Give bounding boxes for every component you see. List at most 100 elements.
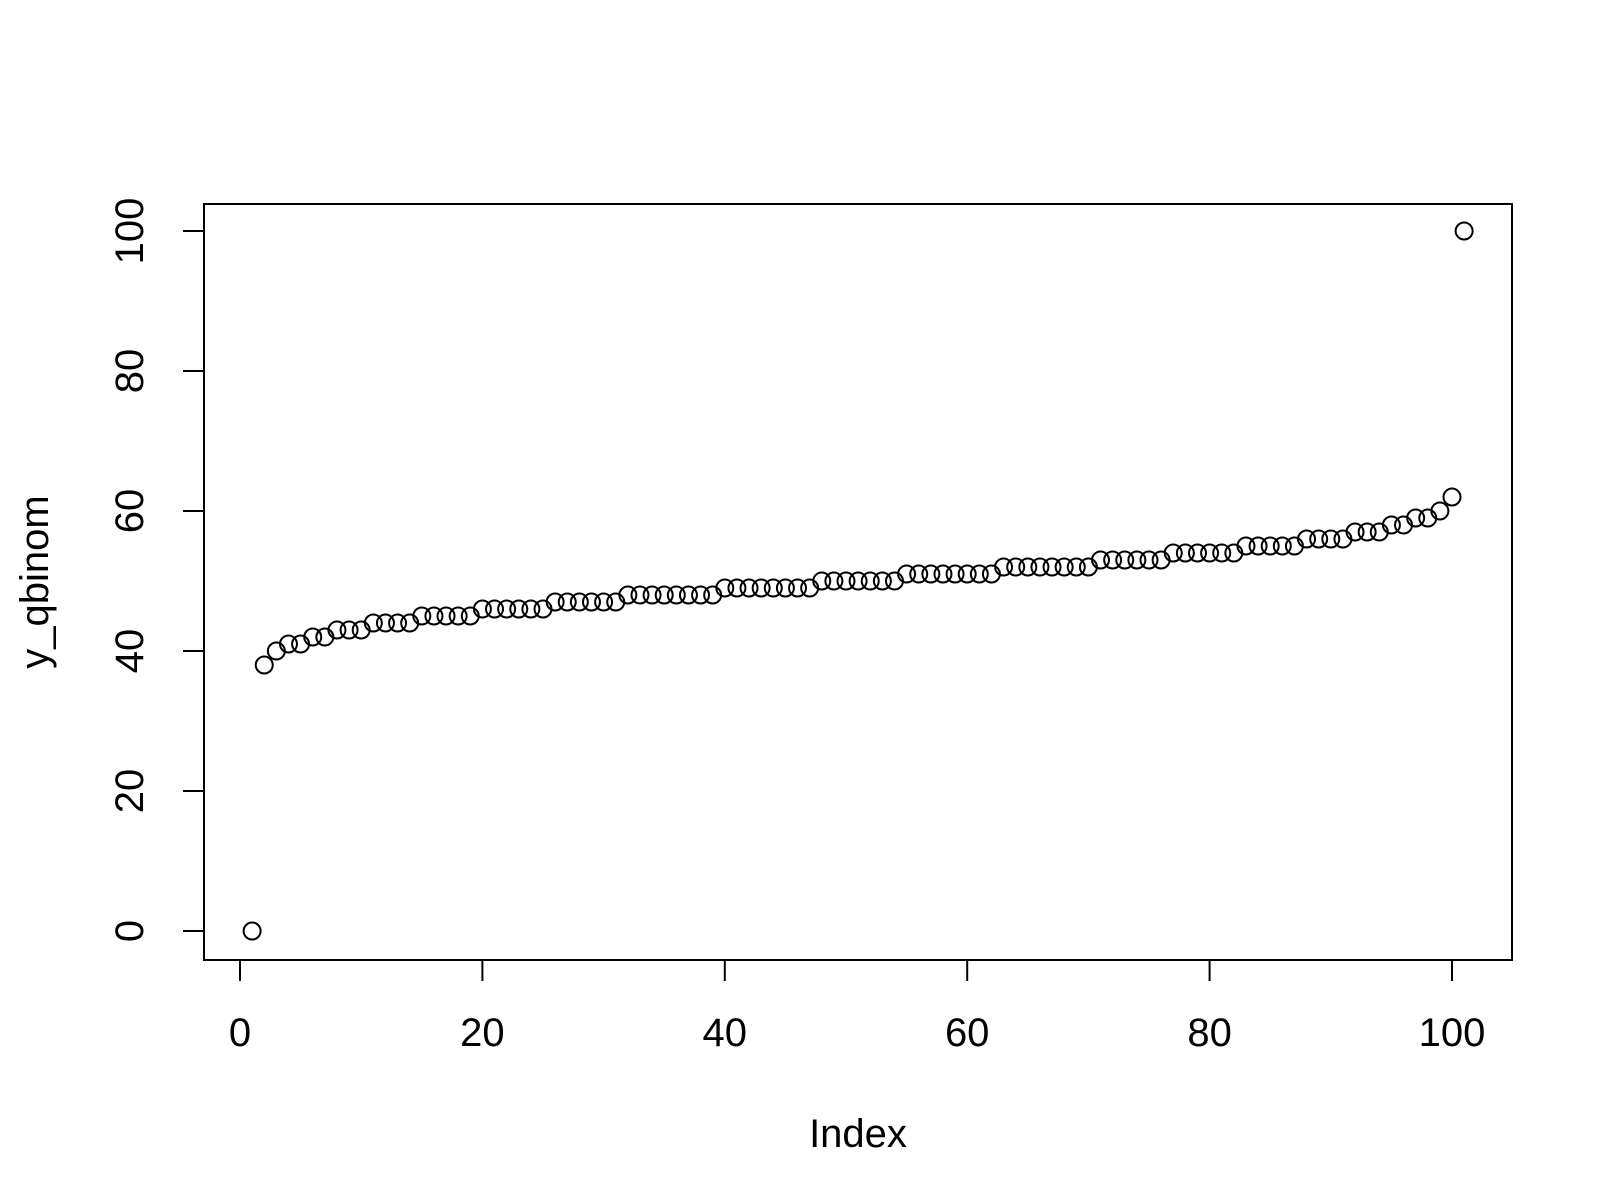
data-point <box>363 613 383 633</box>
data-point <box>872 571 892 591</box>
data-point <box>1175 543 1195 563</box>
data-point <box>933 564 953 584</box>
x-tick-label: 20 <box>460 1011 505 1055</box>
data-point <box>1236 536 1256 556</box>
y-axis-title: y_qbinom <box>13 495 57 668</box>
data-point <box>1357 522 1377 542</box>
data-point <box>1381 515 1401 535</box>
data-point <box>1321 529 1341 549</box>
data-point <box>739 578 759 598</box>
data-point <box>1297 529 1317 549</box>
data-point <box>436 606 456 626</box>
data-point <box>1454 221 1474 241</box>
data-point <box>1430 501 1450 521</box>
data-point <box>303 627 323 647</box>
data-point <box>678 585 698 605</box>
x-axis-title: Index <box>809 1112 907 1156</box>
data-point <box>1163 543 1183 563</box>
data-point <box>1187 543 1207 563</box>
data-points <box>242 221 1474 941</box>
data-point <box>921 564 941 584</box>
data-point <box>1139 550 1159 570</box>
data-point <box>448 606 468 626</box>
data-point <box>1042 557 1062 577</box>
data-point <box>497 599 517 619</box>
data-point <box>424 606 444 626</box>
data-point <box>1309 529 1329 549</box>
data-point <box>1115 550 1135 570</box>
data-point <box>1127 550 1147 570</box>
data-point <box>775 578 795 598</box>
data-point <box>848 571 868 591</box>
x-tick-label: 60 <box>945 1011 990 1055</box>
data-point <box>1442 487 1462 507</box>
data-point <box>557 592 577 612</box>
data-point <box>812 571 832 591</box>
data-point <box>836 571 856 591</box>
data-point <box>278 634 298 654</box>
y-tick-label: 40 <box>108 629 152 674</box>
data-point <box>327 620 347 640</box>
data-point <box>945 564 965 584</box>
x-axis: 0 20 40 60 80 100 <box>229 959 1486 1055</box>
data-point <box>666 585 686 605</box>
data-point <box>897 564 917 584</box>
data-point <box>1260 536 1280 556</box>
data-point <box>485 599 505 619</box>
data-point <box>618 585 638 605</box>
data-point <box>594 592 614 612</box>
data-point <box>654 585 674 605</box>
data-point <box>545 592 565 612</box>
y-tick-label: 20 <box>108 769 152 814</box>
data-point <box>1091 550 1111 570</box>
x-tick-label: 80 <box>1187 1011 1232 1055</box>
y-axis: 0 20 40 60 80 100 <box>108 198 205 942</box>
data-point <box>1030 557 1050 577</box>
x-tick-label: 100 <box>1419 1011 1486 1055</box>
y-tick-label: 100 <box>108 198 152 265</box>
x-tick-label: 40 <box>703 1011 748 1055</box>
data-point <box>763 578 783 598</box>
data-point <box>1406 508 1426 528</box>
data-point <box>715 578 735 598</box>
data-point <box>509 599 529 619</box>
plot-frame <box>203 203 1513 961</box>
data-point <box>969 564 989 584</box>
x-tick-label: 0 <box>229 1011 251 1055</box>
data-point <box>630 585 650 605</box>
data-point <box>388 613 408 633</box>
data-point <box>581 592 601 612</box>
data-point <box>254 655 274 675</box>
data-point <box>860 571 880 591</box>
data-point <box>1248 536 1268 556</box>
data-point <box>751 578 771 598</box>
data-point <box>339 620 359 640</box>
data-point <box>1200 543 1220 563</box>
data-point <box>1054 557 1074 577</box>
y-tick-label: 60 <box>108 489 152 534</box>
data-point <box>375 613 395 633</box>
data-point <box>691 585 711 605</box>
data-point <box>1212 543 1232 563</box>
data-point <box>412 606 432 626</box>
y-tick-label: 0 <box>108 920 152 942</box>
data-point <box>472 599 492 619</box>
data-point <box>642 585 662 605</box>
data-point <box>569 592 589 612</box>
data-point <box>1006 557 1026 577</box>
data-point <box>824 571 844 591</box>
data-point <box>1066 557 1086 577</box>
data-point <box>1103 550 1123 570</box>
data-point <box>1272 536 1292 556</box>
data-point <box>909 564 929 584</box>
data-point <box>957 564 977 584</box>
data-point <box>1345 522 1365 542</box>
data-point <box>788 578 808 598</box>
y-tick-label: 80 <box>108 349 152 394</box>
data-point <box>521 599 541 619</box>
data-point <box>994 557 1014 577</box>
data-point <box>727 578 747 598</box>
data-point <box>242 921 262 941</box>
data-point <box>1018 557 1038 577</box>
